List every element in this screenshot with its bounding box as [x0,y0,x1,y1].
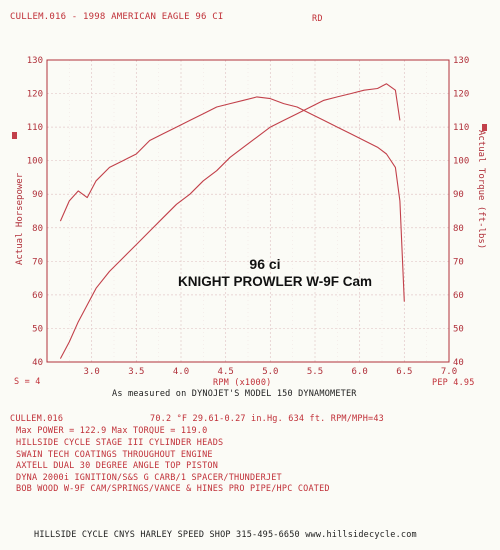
y-tick-label-right: 100 [453,157,469,167]
chart-ticks: 3.0 3.5 4.0 4.5 5.0 5.5 6.0 6.5 7.04050607080901… [27,56,470,377]
build-note: AXTELL DUAL 30 DEGREE ANGLE TOP PISTON [16,461,219,471]
y-axis-label-left: Actual Horsepower [15,172,25,265]
header-tag: RD [312,14,323,24]
y-tick-label-left: 120 [27,90,43,100]
y-tick-label-right: 120 [453,90,469,100]
y-tick-label-right: 80 [453,224,464,234]
plot-frame [46,59,450,363]
build-note: HILLSIDE CYCLE STAGE III CYLINDER HEADS [16,438,224,448]
max-power-torque: Max POWER = 122.9 Max TORQUE = 119.0 [16,426,208,436]
chart-file-title: CULLEM.016 - 1998 AMERICAN EAGLE 96 CI [10,12,224,22]
y-tick-label-left: 60 [32,291,43,301]
y-tick-label-left: 80 [32,224,43,234]
y-tick-label-right: 50 [453,324,464,334]
run-file: CULLEM.016 [10,414,64,424]
y-tick-label-right: 110 [453,123,469,133]
build-note: DYNA 2000i IGNITION/S&S G CARB/1 SPACER/… [16,472,282,483]
chart-grid [47,59,450,363]
y-axis-label-right: Actual Torque (ft-lbs) [476,130,486,249]
y-tick-label-right: 130 [453,56,469,66]
x-tick-label: 6.0 [352,367,368,377]
footer-shop-info: HILLSIDE CYCLE CNYS HARLEY SPEED SHOP 31… [34,530,417,540]
chart-annotation-displacement: 96 ci [249,256,281,272]
chart-series [59,83,405,359]
x-tick-label: 6.5 [396,367,412,377]
x-tick-label: 4.5 [218,367,234,377]
y-tick-label-right: 90 [453,190,464,200]
y-tick-label-right: 40 [453,358,464,368]
run-conditions: 70.2 °F 29.61-0.27 in.Hg. 634 ft. RPM/MP… [150,414,384,424]
x-axis-label: RPM (x1000) [213,378,272,388]
chart-annotation-cam: KNIGHT PROWLER W-9F Cam [178,274,372,289]
smoothing-label: S = 4 [14,377,41,387]
build-note: BOB WOOD W-9F CAM/SPRINGS/VANCE & HINES … [16,484,330,494]
torque-curve [59,96,405,302]
y-tick-label-left: 70 [32,257,43,267]
y-tick-label-left: 110 [27,123,43,133]
x-tick-label: 5.0 [262,367,278,377]
x-tick-label: 7.0 [441,367,457,377]
y-tick-label-left: 40 [32,358,43,368]
horsepower-curve [59,83,401,359]
left-axis-marker [12,132,17,139]
right-axis-marker [482,124,487,131]
y-tick-label-left: 90 [32,190,43,200]
y-tick-label-left: 100 [27,157,43,167]
x-tick-label: 3.5 [128,367,144,377]
y-tick-label-left: 130 [27,56,43,66]
build-notes: HILLSIDE CYCLE STAGE III CYLINDER HEADS … [16,438,330,496]
x-axis-note: As measured on DYNOJET'S MODEL 150 DYNAM… [112,389,357,399]
y-tick-label-right: 60 [453,291,464,301]
x-tick-label: 3.0 [84,367,100,377]
x-tick-label: 5.5 [307,367,323,377]
pep-label: PEP 4.95 [432,378,475,388]
x-tick-label: 4.0 [173,367,189,377]
y-tick-label-left: 50 [32,324,43,334]
dyno-chart: 3.0 3.5 4.0 4.5 5.0 5.5 6.0 6.5 7.04050607080901… [12,56,487,377]
build-note: SWAIN TECH COATINGS THROUGHOUT ENGINE [16,449,213,460]
y-tick-label-right: 70 [453,257,464,267]
